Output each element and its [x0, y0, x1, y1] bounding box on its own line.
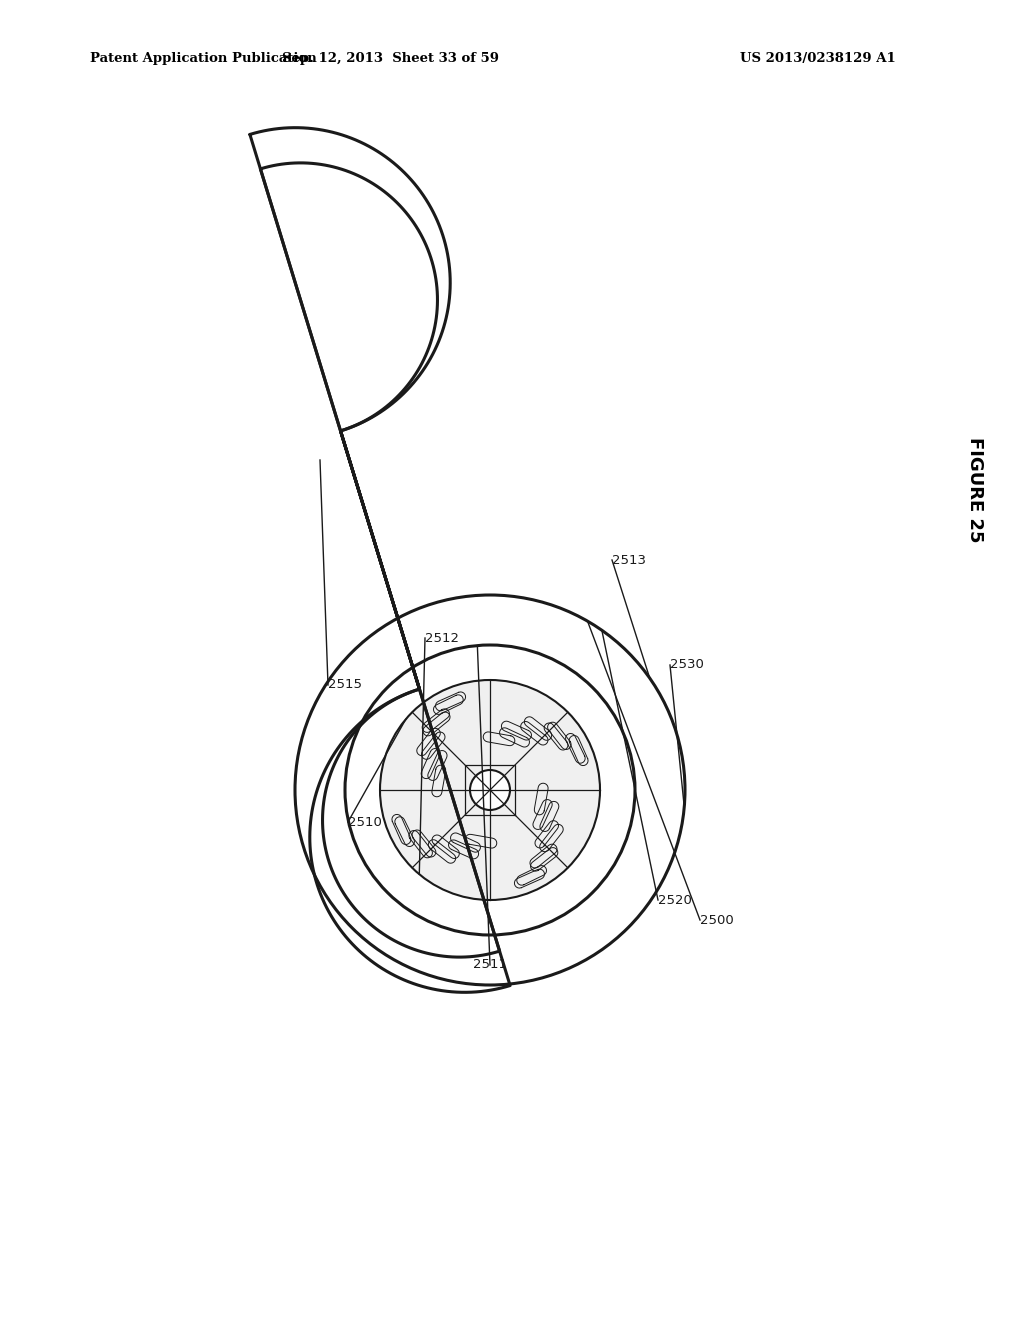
Circle shape [470, 770, 510, 810]
Text: Sep. 12, 2013  Sheet 33 of 59: Sep. 12, 2013 Sheet 33 of 59 [282, 51, 499, 65]
Text: Patent Application Publication: Patent Application Publication [90, 51, 316, 65]
Text: US 2013/0238129 A1: US 2013/0238129 A1 [740, 51, 896, 65]
Text: FIGURE 25: FIGURE 25 [966, 437, 984, 543]
Text: 2530: 2530 [670, 659, 703, 672]
Text: 2520: 2520 [658, 894, 692, 907]
Text: 2510: 2510 [348, 816, 382, 829]
Circle shape [380, 680, 600, 900]
Text: 2515: 2515 [328, 678, 362, 692]
Text: 2500: 2500 [700, 913, 734, 927]
Text: 2511: 2511 [473, 958, 507, 972]
Text: 2512: 2512 [425, 631, 459, 644]
Text: 2513: 2513 [612, 553, 646, 566]
